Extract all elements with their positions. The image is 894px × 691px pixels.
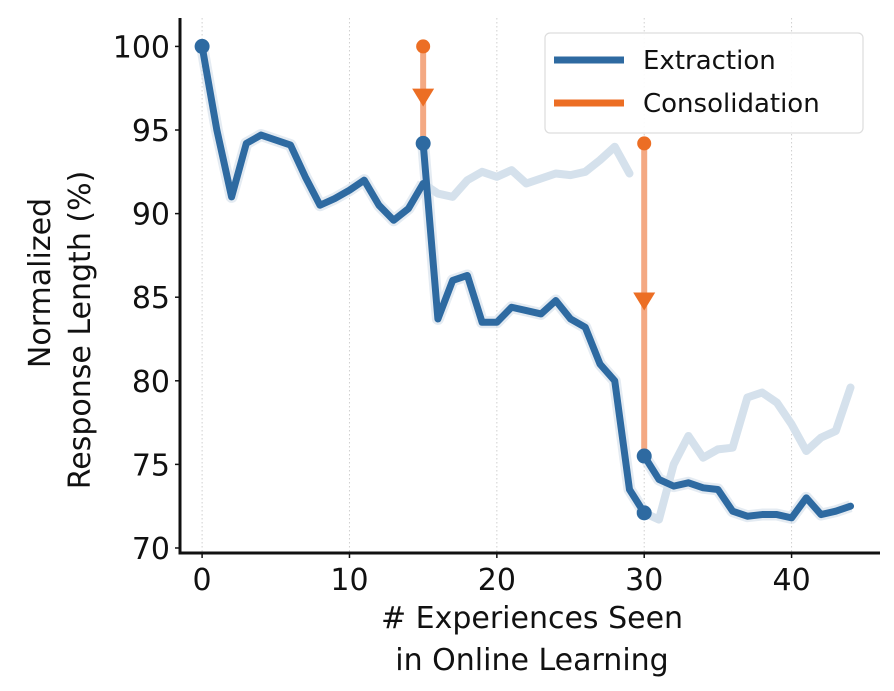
consolidation-start-dot-1 (637, 136, 652, 151)
faint-series-line-4 (640, 383, 855, 524)
extraction-series-line-1 (419, 139, 648, 517)
legend-label-consolidation: Consolidation (643, 89, 820, 119)
extraction-marker-2 (636, 505, 652, 521)
main-series-layer (194, 38, 855, 522)
x-axis-title-line-1: # Experiences Seen (381, 601, 683, 636)
y-tick-label-90: 90 (132, 198, 170, 233)
y-tick-label-70: 70 (132, 532, 170, 567)
extraction-marker-3 (636, 448, 652, 464)
x-tick-label-10: 10 (330, 563, 368, 598)
legend: Extraction Consolidation (544, 32, 864, 134)
y-axis-title: Normalized Response Length (%) (23, 171, 98, 490)
y-tick-label-100: 100 (113, 30, 170, 65)
consolidation-start-dot-0 (416, 39, 431, 54)
legend-frame (544, 32, 864, 134)
extraction-series-line-2 (640, 452, 855, 522)
consolidation-arrow-0 (412, 88, 435, 107)
consolidation-arrow-1 (633, 292, 656, 311)
ticks-layer: 70 75 80 85 90 95 100 0 10 20 30 40 (113, 30, 811, 598)
extraction-marker-0 (194, 38, 210, 54)
series-band-1 (417, 142, 650, 517)
x-tick-label-20: 20 (478, 563, 516, 598)
extraction-series-line-0 (198, 42, 427, 224)
y-axis-title-line-1: Normalized (23, 198, 58, 368)
y-tick-label-75: 75 (132, 448, 170, 483)
x-tick-label-0: 0 (193, 563, 212, 598)
y-tick-label-80: 80 (132, 365, 170, 400)
y-tick-label-85: 85 (132, 281, 170, 316)
x-tick-label-40: 40 (772, 563, 810, 598)
x-tick-label-30: 30 (625, 563, 663, 598)
extraction-marker-1 (415, 135, 431, 151)
x-axis-title-line-2: in Online Learning (395, 643, 668, 678)
consolidation-layer (412, 39, 656, 457)
y-axis-title-line-2: Response Length (%) (63, 171, 98, 490)
legend-label-extraction: Extraction (643, 46, 776, 76)
y-tick-label-95: 95 (132, 114, 170, 149)
faint-series-line-3 (419, 142, 634, 201)
